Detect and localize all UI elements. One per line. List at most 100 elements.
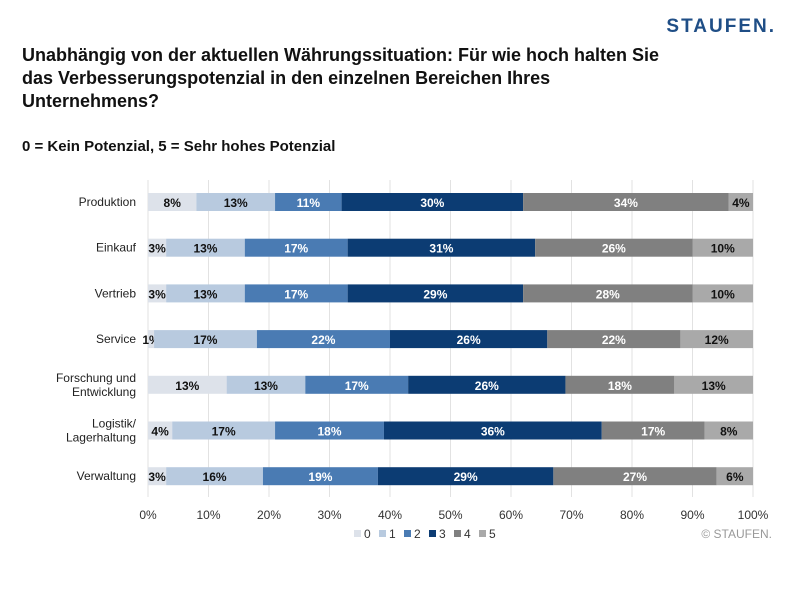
bar-segment-0 <box>148 375 227 394</box>
data-label: 26% <box>457 333 481 347</box>
bar-segment-1 <box>196 193 276 211</box>
bar-segment-2 <box>275 193 342 211</box>
bar-segment-0 <box>148 421 173 440</box>
x-tick-label: 70% <box>559 508 583 522</box>
category-label: Vertrieb <box>95 286 137 300</box>
bar-segment-5 <box>692 284 753 303</box>
data-label: 3% <box>148 242 166 256</box>
data-label: 18% <box>608 379 632 393</box>
category-label: Lagerhaltung <box>66 431 136 445</box>
data-label: 4% <box>732 196 750 210</box>
copyright: © STAUFEN. <box>701 527 772 541</box>
data-label: 18% <box>317 425 341 439</box>
x-tick-label: 40% <box>378 508 402 522</box>
bar-segment-0 <box>148 238 167 257</box>
legend-swatch <box>429 530 436 537</box>
staufen-logo: STAUFEN. <box>666 16 776 37</box>
data-label: 36% <box>481 425 505 439</box>
data-label: 26% <box>602 242 626 256</box>
bar-segment-1 <box>166 284 245 303</box>
bar-segment-3 <box>383 421 602 440</box>
bar-segment-0 <box>148 193 197 211</box>
data-label: 17% <box>345 379 369 393</box>
x-tick-label: 20% <box>257 508 281 522</box>
data-label: 8% <box>720 425 738 439</box>
data-label: 3% <box>148 470 166 484</box>
bar-segment-0 <box>148 284 167 303</box>
legend-swatch <box>379 530 386 537</box>
category-label: Einkauf <box>96 241 137 255</box>
data-label: 8% <box>164 196 182 210</box>
data-label: 22% <box>311 333 335 347</box>
legend-label: 4 <box>464 527 471 541</box>
bar-segment-3 <box>377 467 554 486</box>
bar-segment-2 <box>275 421 384 440</box>
data-label: 4% <box>151 425 169 439</box>
bar-segment-5 <box>728 193 753 211</box>
data-label: 19% <box>308 470 332 484</box>
chart-title: Unabhängig von der aktuellen Währungssit… <box>22 45 660 111</box>
legend-swatch <box>404 530 411 537</box>
data-label: 30% <box>420 196 444 210</box>
data-label: 34% <box>614 196 638 210</box>
bar-segment-4 <box>565 375 675 394</box>
bar-segment-3 <box>341 193 524 211</box>
data-label: 10% <box>711 287 735 301</box>
bar-segment-5 <box>692 238 753 257</box>
bar-segment-3 <box>408 375 566 394</box>
data-label: 3% <box>148 287 166 301</box>
bar-segment-4 <box>523 193 729 211</box>
bar-segment-0 <box>148 467 167 486</box>
data-label: 13% <box>254 379 278 393</box>
bar-segment-2 <box>262 467 378 486</box>
bar-segment-2 <box>305 375 409 394</box>
x-tick-label: 60% <box>499 508 523 522</box>
x-tick-label: 100% <box>738 508 769 522</box>
data-label: 11% <box>297 196 321 210</box>
bar-segment-3 <box>390 330 548 349</box>
bar-segment-3 <box>347 284 524 303</box>
legend-label: 1 <box>389 527 396 541</box>
x-tick-label: 80% <box>620 508 644 522</box>
data-label: 17% <box>193 333 217 347</box>
bar-segment-4 <box>523 284 693 303</box>
legend-label: 0 <box>364 527 371 541</box>
data-label: 27% <box>623 470 647 484</box>
data-label: 13% <box>702 379 726 393</box>
bar-segment-4 <box>553 467 717 486</box>
legend-label: 5 <box>489 527 496 541</box>
bar-segment-3 <box>347 238 536 257</box>
data-label: 17% <box>284 287 308 301</box>
data-label: 10% <box>711 242 735 256</box>
data-label: 13% <box>224 196 248 210</box>
category-label: Verwaltung <box>77 469 136 483</box>
legend-swatch <box>479 530 486 537</box>
bar-segment-5 <box>704 421 753 440</box>
data-label: 13% <box>193 287 217 301</box>
bar-segment-2 <box>244 284 348 303</box>
bar-segment-1 <box>166 238 245 257</box>
data-label: 6% <box>726 470 744 484</box>
bar-segment-2 <box>244 238 348 257</box>
data-label: 31% <box>429 242 453 256</box>
bar-segment-1 <box>154 330 257 349</box>
legend-swatch <box>354 530 361 537</box>
category-label: Logistik/ <box>92 417 137 431</box>
bar-segment-4 <box>601 421 705 440</box>
data-label: 28% <box>596 287 620 301</box>
category-label: Entwicklung <box>72 385 136 399</box>
bar-segment-5 <box>674 375 753 394</box>
bar-segment-1 <box>226 375 306 394</box>
legend-swatch <box>454 530 461 537</box>
bar-segment-4 <box>535 238 693 257</box>
bar-segment-1 <box>166 467 263 486</box>
data-label: 29% <box>454 470 478 484</box>
data-label: 12% <box>705 333 729 347</box>
x-tick-label: 0% <box>139 508 157 522</box>
bar-segment-4 <box>547 330 681 349</box>
x-tick-label: 90% <box>680 508 704 522</box>
legend-label: 3 <box>439 527 446 541</box>
bar-segment-0 <box>148 330 155 349</box>
legend-label: 2 <box>414 527 421 541</box>
